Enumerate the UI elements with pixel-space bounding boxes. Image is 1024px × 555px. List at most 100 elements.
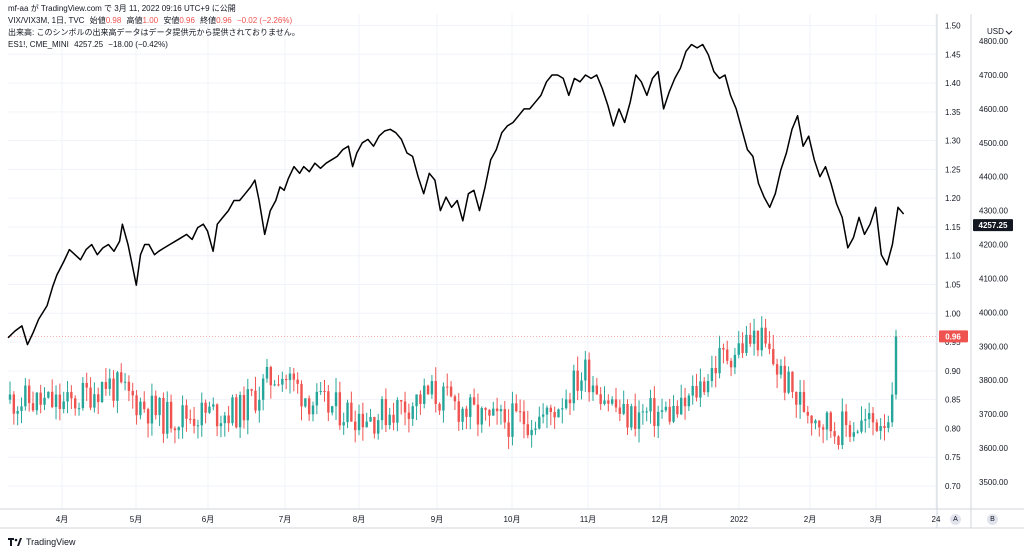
volume-note: 出来高: このシンボルの出来高データはデータ提供元から提供されておりません。 <box>8 28 300 37</box>
candle-body <box>515 403 518 412</box>
candle-body <box>254 390 257 411</box>
x-axis-tick-label: 12月 <box>652 515 669 524</box>
candle-body <box>580 380 583 391</box>
candle-body <box>373 417 376 434</box>
candle-body <box>185 405 188 419</box>
overlay-symbol: ES1!, CME_MINI <box>8 40 69 49</box>
candle-body <box>411 406 414 419</box>
open-label: 始値 <box>89 16 106 25</box>
candle-body <box>871 413 875 423</box>
candle-body <box>146 409 150 424</box>
candle-body <box>737 343 740 355</box>
candle-body <box>844 411 848 426</box>
candle-body <box>377 420 380 434</box>
candle-body <box>162 397 165 434</box>
log-scale-button[interactable]: B <box>987 514 998 525</box>
candle-body <box>699 381 702 398</box>
candle-body <box>534 428 537 430</box>
candle-body <box>683 397 687 407</box>
main-symbol-legend: VIX/VIX3M, 1日, TVC 始値0.98 高値1.00 安値0.96 … <box>8 15 292 27</box>
right-axis-tick-label: 4500.00 <box>979 139 1008 148</box>
right-axis-tick-label: 3700.00 <box>979 410 1008 419</box>
right-axis-tick-label: 4600.00 <box>979 105 1008 114</box>
candle-body <box>97 394 100 402</box>
x-axis-tick-label: 5月 <box>130 515 142 524</box>
candle-body <box>726 349 729 361</box>
candle-body <box>39 392 42 405</box>
x-axis-tick-label: 2月 <box>804 515 816 524</box>
high-label: 高値 <box>126 16 143 25</box>
candle-body <box>703 381 706 393</box>
candle-body <box>864 419 867 421</box>
candle-body <box>618 407 622 414</box>
candle-body <box>668 406 671 422</box>
right-axis-tick-label: 4800.00 <box>979 37 1008 46</box>
candle-body <box>315 391 319 406</box>
auto-scale-button[interactable]: A <box>950 514 961 525</box>
candle-body <box>706 381 710 393</box>
close-value: 0.96 <box>216 16 232 25</box>
x-axis-tick-label: 7月 <box>279 515 291 524</box>
candle-body <box>480 408 483 425</box>
candle-body <box>503 409 506 423</box>
candle-body <box>54 394 58 408</box>
candle-body <box>419 394 422 404</box>
candle-body <box>350 402 353 422</box>
candle-body <box>557 409 560 418</box>
candle-body <box>284 378 288 381</box>
last-price-badge <box>939 330 968 343</box>
currency-label: USD <box>987 27 1004 36</box>
candle-body <box>112 378 115 401</box>
right-axis-tick-label: 4300.00 <box>979 207 1008 216</box>
candle-body <box>798 391 802 405</box>
candle-body <box>442 386 445 411</box>
left-axis-tick-label: 1.25 <box>945 165 961 174</box>
candle-body <box>783 365 786 393</box>
right-axis-tick-label: 4100.00 <box>979 274 1008 283</box>
candle-body <box>875 422 879 431</box>
candle-body <box>238 394 242 428</box>
candle-body <box>246 389 250 421</box>
candle-body <box>81 382 85 409</box>
candle-body <box>779 365 783 375</box>
candle-body <box>74 398 77 409</box>
left-axis-tick-label: 1.10 <box>945 252 961 261</box>
candle-body <box>20 406 23 411</box>
candle-body <box>100 381 104 402</box>
candle-body <box>545 407 549 415</box>
candle-body <box>177 427 180 431</box>
candle-body <box>572 370 576 404</box>
candle-body <box>292 373 296 380</box>
candle-body <box>131 390 134 396</box>
candle-body <box>400 400 403 402</box>
candle-body <box>511 403 514 437</box>
left-axis-tick-label: 1.00 <box>945 309 961 318</box>
candle-body <box>603 400 606 405</box>
candle-body <box>867 413 871 420</box>
candle-body <box>829 412 832 432</box>
candle-body <box>66 392 69 402</box>
candle-body <box>760 327 763 351</box>
candle-body <box>346 402 349 423</box>
candle-body <box>856 431 859 433</box>
candle-body <box>561 408 564 410</box>
candle-body <box>626 403 629 428</box>
right-axis-tick-label: 3800.00 <box>979 376 1008 385</box>
candle-body <box>833 431 836 437</box>
candle-body <box>749 334 752 344</box>
candle-body <box>449 386 453 397</box>
tradingview-logo-icon <box>8 538 22 546</box>
candle-body <box>841 411 844 446</box>
candle-body <box>219 423 223 427</box>
x-axis-tick-label: 4月 <box>56 515 68 524</box>
candle-body <box>787 371 790 393</box>
low-label: 安値 <box>163 16 180 25</box>
candle-body <box>58 394 62 409</box>
left-axis-tick-label: 0.90 <box>945 367 961 376</box>
candle-body <box>587 359 591 393</box>
candle-body <box>16 410 19 414</box>
candle-body <box>522 411 526 425</box>
candle-body <box>764 327 767 344</box>
